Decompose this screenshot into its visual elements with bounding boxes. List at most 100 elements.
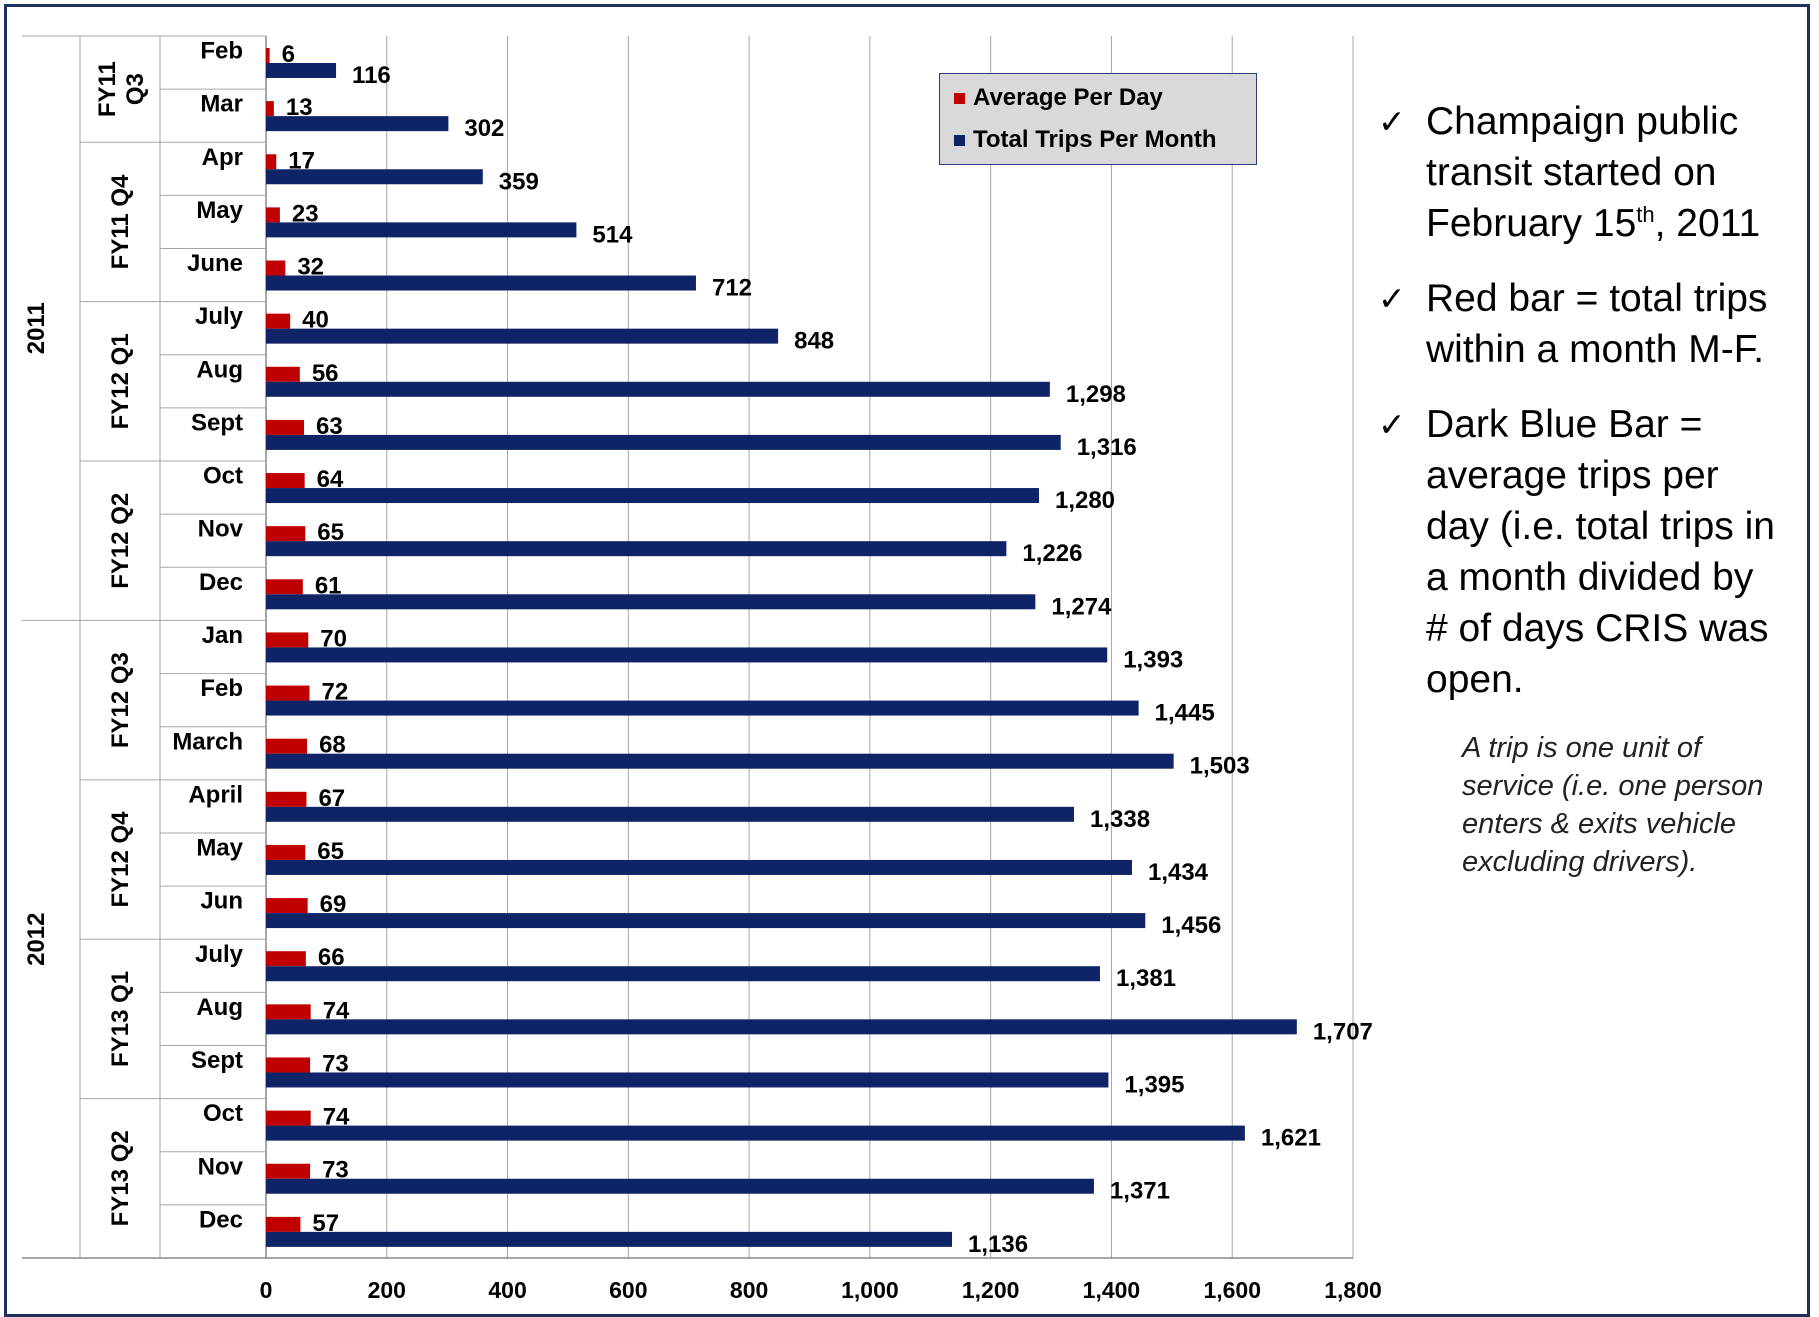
x-tick-label: 0 [260,1277,273,1303]
data-label-average: 13 [286,94,313,121]
bar-total-trips [266,913,1146,929]
data-label-average: 61 [315,572,342,599]
check-icon: ✓ [1378,102,1406,141]
bar-total-trips [266,753,1174,769]
data-label-average: 32 [297,254,324,281]
data-label-average: 69 [320,891,347,918]
quarter-label: FY12 Q3 [107,652,134,748]
data-label-total: 1,136 [968,1231,1028,1258]
category-label: Jun [200,888,243,915]
notes-panel: ✓ Champaign public transit started on Fe… [1378,96,1808,881]
category-label: Mar [200,91,243,118]
category-label: Aug [196,994,243,1021]
data-label-total: 116 [352,62,391,89]
data-label-average: 56 [312,360,339,387]
category-label: Oct [203,1100,243,1127]
data-label-total: 1,434 [1148,859,1209,886]
note-item: ✓ Red bar = total trips within a month M… [1378,273,1808,375]
bar-total-trips [266,647,1108,663]
bar-total-trips [266,328,779,344]
bar-total-trips [266,222,577,238]
category-label: Feb [200,675,243,702]
bar-average-per-day [266,951,306,967]
bar-total-trips [266,1178,1094,1194]
data-label-total: 1,381 [1116,965,1176,992]
data-label-average: 23 [292,200,319,227]
data-label-average: 73 [322,1050,349,1077]
data-label-average: 66 [318,944,345,971]
bar-average-per-day [266,579,303,595]
bar-average-per-day [266,1110,311,1126]
data-label-average: 63 [316,413,343,440]
category-label: July [195,303,244,330]
bar-total-trips [266,594,1036,610]
category-label: May [196,197,243,224]
data-label-total: 1,338 [1090,806,1150,833]
data-label-total: 1,621 [1261,1125,1321,1152]
legend-label-total: Total Trips Per Month [973,126,1217,153]
bar-total-trips [266,169,483,185]
bar-average-per-day [266,101,274,117]
category-label: Nov [198,1153,244,1180]
year-label: 2011 [23,302,50,354]
data-label-average: 6 [282,41,295,68]
legend-item-total: Total Trips Per Month [954,126,1217,154]
bar-average-per-day [266,791,307,807]
bar-average-per-day [266,419,305,435]
chart-legend: Average Per Day Total Trips Per Month [939,73,1257,165]
data-label-total: 514 [592,221,633,248]
quarter-label: FY12 Q1 [107,333,134,429]
category-label: Dec [199,569,243,596]
data-label-average: 74 [323,997,350,1024]
data-label-average: 57 [312,1210,339,1237]
check-icon: ✓ [1378,279,1406,318]
note-text: Dark Blue Bar = average trips per day (i… [1426,403,1775,701]
x-tick-label: 1,600 [1203,1277,1261,1303]
note-superscript: th [1636,202,1655,227]
bar-average-per-day [266,260,286,276]
category-label: March [172,728,243,755]
bar-total-trips [266,859,1132,875]
bar-average-per-day [266,48,270,63]
bar-average-per-day [266,366,300,382]
category-label: Dec [199,1206,243,1233]
bar-total-trips [266,541,1007,557]
category-label: June [187,250,243,277]
bar-total-trips [266,434,1061,450]
data-label-total: 1,316 [1077,434,1137,461]
data-label-total: 848 [794,328,834,355]
year-label: 2012 [23,913,50,966]
bar-total-trips [266,116,449,132]
bar-average-per-day [266,1163,311,1179]
x-tick-label: 200 [368,1277,406,1303]
quarter-label: FY13 Q1 [107,971,134,1067]
quarter-label: FY11Q3 [94,61,149,117]
data-label-average: 70 [320,625,347,652]
bar-average-per-day [266,526,306,542]
data-label-average: 65 [317,519,344,546]
x-tick-label: 1,800 [1324,1277,1382,1303]
bar-average-per-day [266,154,277,170]
data-label-total: 1,371 [1110,1178,1170,1205]
footnote: A trip is one unit of service (i.e. one … [1462,732,1764,878]
x-tick-label: 1,200 [962,1277,1020,1303]
bar-average-per-day [266,632,309,648]
bar-total-trips [266,1072,1109,1088]
x-tick-label: 800 [730,1277,768,1303]
x-tick-label: 1,000 [841,1277,899,1303]
x-tick-label: 600 [609,1277,647,1303]
bar-average-per-day [266,685,310,701]
category-label: July [195,941,244,968]
note-text: Red bar = total trips within a month M-F… [1426,277,1768,371]
note-text: Champaign public transit started on Febr… [1426,100,1761,245]
x-tick-label: 1,400 [1083,1277,1141,1303]
check-icon: ✓ [1378,405,1406,444]
x-tick-label: 400 [488,1277,526,1303]
data-label-total: 1,503 [1190,753,1250,780]
data-label-total: 712 [712,275,752,302]
data-label-average: 74 [323,1104,350,1131]
category-label: Sept [191,1047,243,1074]
category-label: Sept [191,409,243,436]
data-label-total: 1,274 [1051,593,1112,620]
